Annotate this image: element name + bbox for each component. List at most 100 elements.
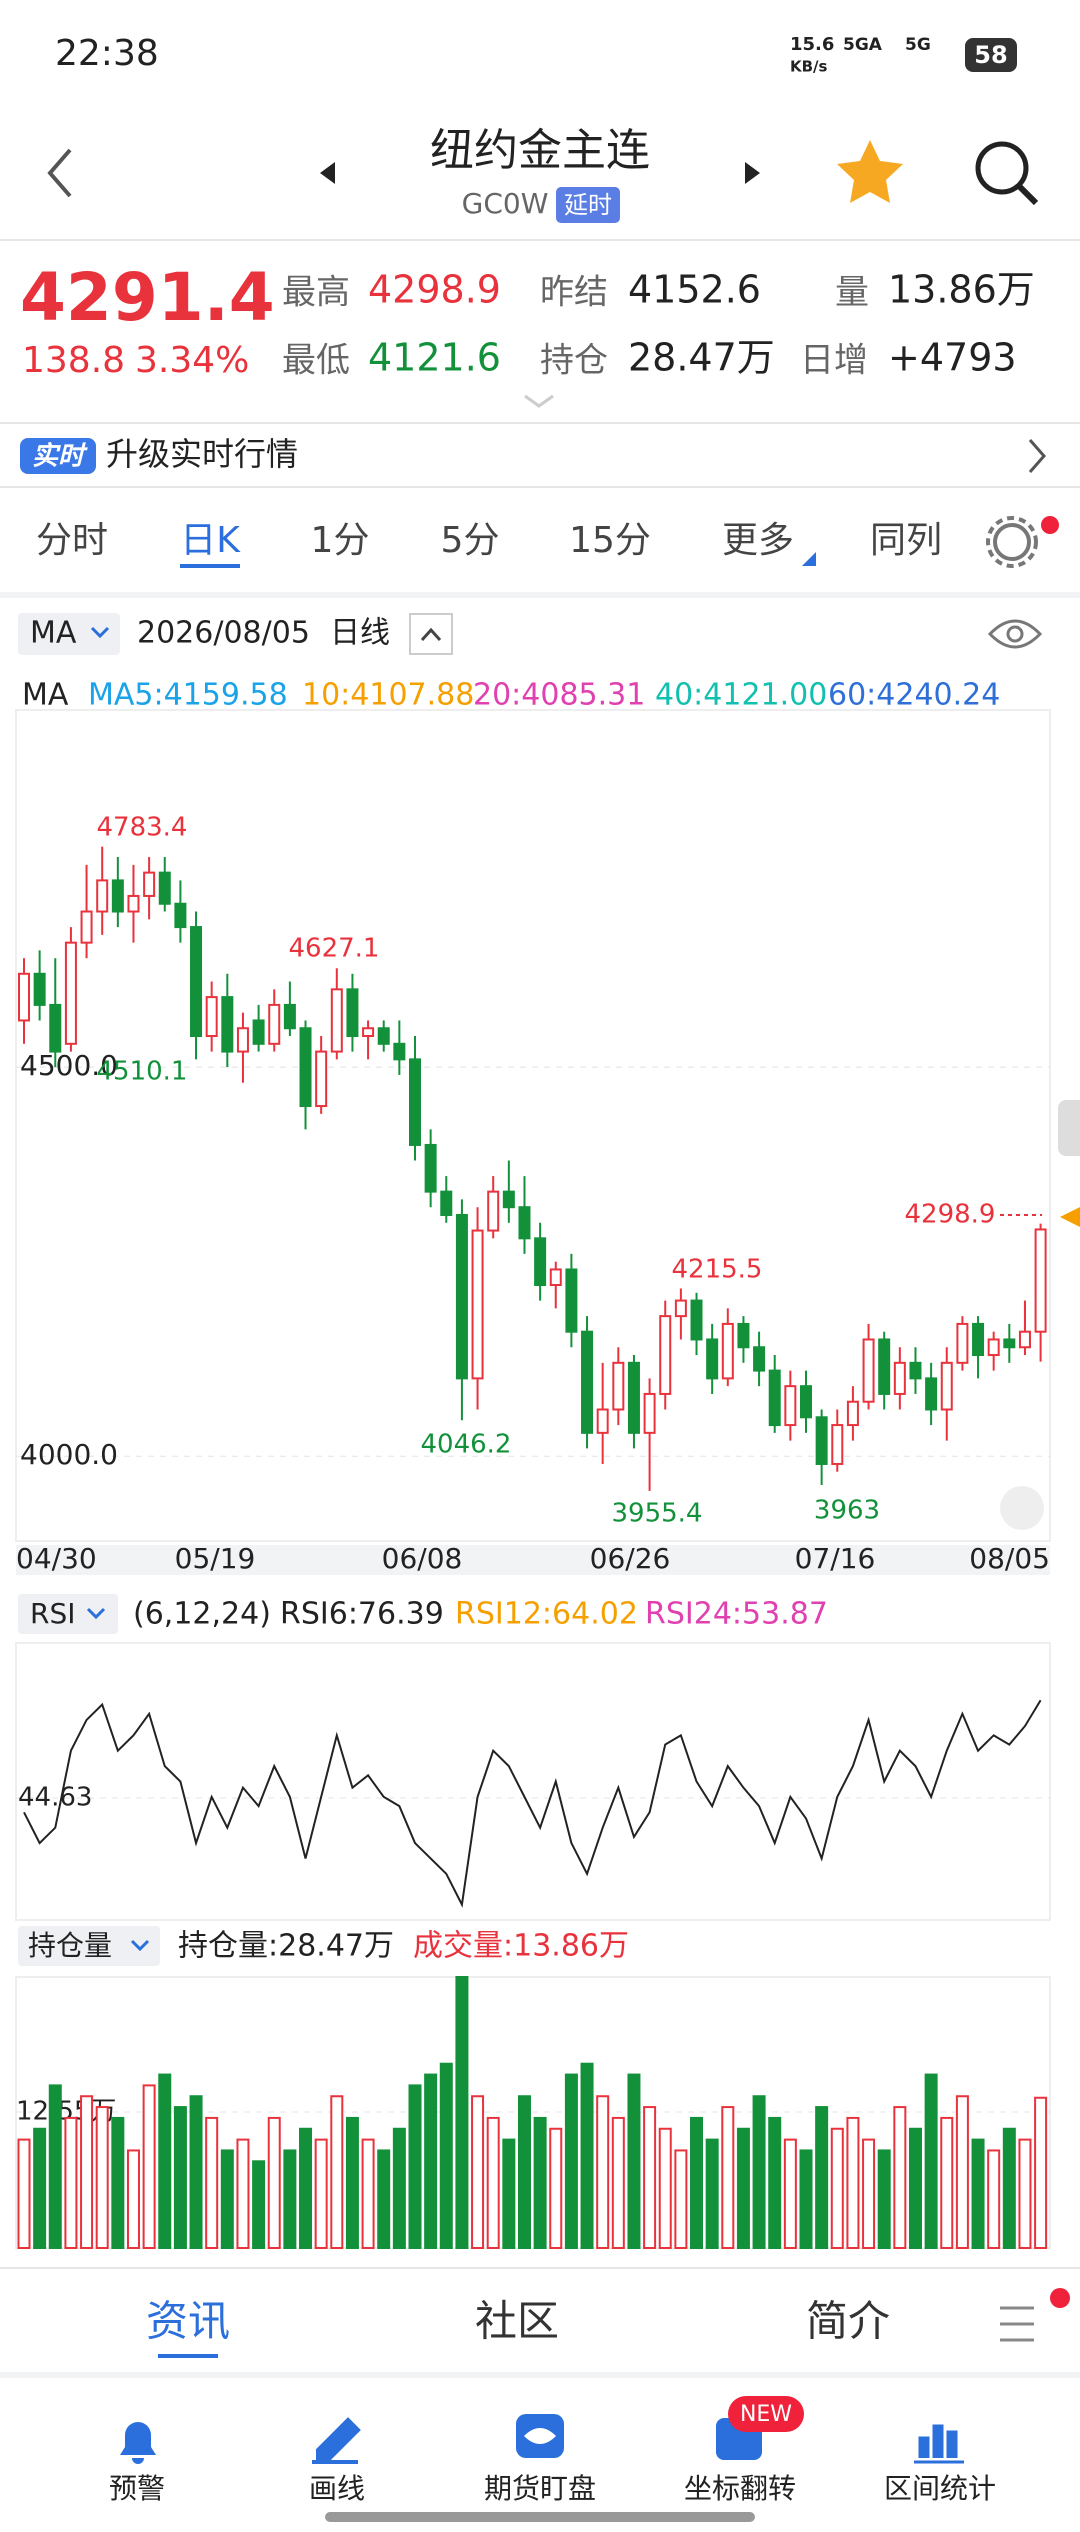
volume-bar bbox=[439, 2062, 453, 2249]
nav-icon[interactable] bbox=[914, 2424, 964, 2464]
candle-body bbox=[768, 1369, 781, 1427]
banner-arrow[interactable] bbox=[1028, 439, 1046, 473]
candle-body bbox=[143, 871, 156, 897]
volume-bar bbox=[643, 2106, 657, 2250]
expand[interactable] bbox=[524, 394, 554, 408]
nav-icon[interactable] bbox=[312, 2417, 361, 2464]
candle-body bbox=[80, 910, 93, 944]
candle-body bbox=[596, 1408, 609, 1434]
bottom-tab[interactable]: 社区 bbox=[475, 2297, 559, 2346]
code: GC0W bbox=[462, 187, 549, 220]
candle-body bbox=[127, 894, 140, 913]
volume-bar bbox=[392, 2127, 406, 2250]
collapse[interactable] bbox=[409, 613, 453, 655]
ma-value: 20:4085.31 bbox=[473, 678, 645, 713]
banner-text[interactable]: 升级实时行情 bbox=[106, 435, 298, 473]
signal: 5G bbox=[905, 35, 931, 55]
candle-body bbox=[440, 1190, 453, 1216]
settings[interactable] bbox=[986, 516, 1038, 568]
stat-value: 4121.6 bbox=[368, 336, 501, 380]
period-tab[interactable]: 5分 bbox=[441, 520, 500, 561]
rsi-line bbox=[23, 1699, 1042, 1908]
y-tick-label: 4500.0 bbox=[20, 1049, 118, 1082]
volume-bar bbox=[893, 2106, 907, 2250]
signal: 5GA bbox=[843, 35, 883, 55]
volume-bar bbox=[1034, 2096, 1048, 2249]
volume-bar bbox=[502, 2138, 516, 2250]
nav-label[interactable]: 预警 bbox=[109, 2472, 165, 2505]
candle-body bbox=[96, 879, 109, 913]
price-marker bbox=[1060, 1207, 1080, 1227]
net-unit: KB/s bbox=[790, 58, 828, 76]
banner-badge-text: 实时 bbox=[32, 442, 88, 472]
rsi-legend: RSI6:76.39 bbox=[280, 1597, 444, 1632]
candle-body bbox=[925, 1377, 938, 1411]
visibility[interactable] bbox=[987, 619, 1043, 649]
period-tab[interactable]: 更多 bbox=[722, 520, 794, 561]
volume-bar bbox=[377, 2149, 391, 2249]
rsi-legend: RSI12:64.02 bbox=[455, 1597, 638, 1632]
volume-bar bbox=[205, 2116, 219, 2249]
price-annotation: 3963 bbox=[814, 1496, 880, 1526]
candle-body bbox=[581, 1330, 594, 1434]
candle-body bbox=[49, 1003, 62, 1053]
dropdown-arrow bbox=[130, 1939, 150, 1952]
search[interactable] bbox=[975, 141, 1039, 206]
candle-body bbox=[784, 1385, 797, 1427]
bottom-tab[interactable]: 资讯 bbox=[146, 2297, 230, 2346]
nav-label[interactable]: 画线 bbox=[309, 2472, 365, 2505]
nav-label[interactable]: 期货盯盘 bbox=[484, 2472, 596, 2505]
candle-body bbox=[393, 1042, 406, 1061]
candle-body bbox=[518, 1206, 531, 1240]
period-tab[interactable]: 日K bbox=[180, 520, 241, 561]
prev-contract[interactable] bbox=[320, 162, 335, 184]
volume-bar bbox=[549, 2127, 563, 2250]
x-tick-label: 05/19 bbox=[175, 1542, 256, 1575]
fullscreen[interactable] bbox=[1000, 1486, 1044, 1530]
x-tick-label: 04/30 bbox=[16, 1542, 97, 1575]
volume-bar bbox=[783, 2138, 797, 2250]
volume-bar bbox=[424, 2073, 438, 2250]
nav-label[interactable]: 坐标翻转 bbox=[684, 2472, 796, 2505]
volume-bar bbox=[940, 2116, 954, 2249]
ma-value: 40:4121.00 bbox=[655, 678, 827, 713]
x-tick-label: 06/08 bbox=[382, 1542, 463, 1575]
volume-bar bbox=[80, 2095, 94, 2249]
indicator-select[interactable] bbox=[18, 613, 120, 655]
period-tab[interactable]: 1分 bbox=[311, 520, 370, 561]
volume-bar bbox=[908, 2127, 922, 2250]
ma-value: 10:4107.88 bbox=[302, 678, 474, 713]
nav-icon[interactable] bbox=[120, 2422, 156, 2464]
volume-bar bbox=[987, 2149, 1001, 2249]
volume-bar bbox=[95, 2106, 109, 2250]
indicator-select[interactable] bbox=[18, 1926, 160, 1966]
bottom-tab[interactable]: 简介 bbox=[806, 2297, 890, 2346]
rsi-label: RSI bbox=[30, 1597, 76, 1630]
rsi-frame bbox=[15, 1642, 1051, 1921]
indicator-select[interactable] bbox=[18, 1594, 118, 1634]
side-handle[interactable] bbox=[1058, 1100, 1080, 1156]
volume-bar bbox=[658, 2127, 672, 2250]
nav-label[interactable]: 区间统计 bbox=[884, 2472, 996, 2505]
x-tick-label: 07/16 bbox=[795, 1542, 876, 1575]
price-annotation: 4298.9 bbox=[905, 1200, 996, 1230]
dropdown-arrow bbox=[86, 1607, 106, 1620]
stat-value: 4298.9 bbox=[368, 268, 501, 312]
volume-frame bbox=[15, 1976, 1051, 2249]
period-tab[interactable]: 15分 bbox=[569, 520, 651, 561]
back-button[interactable] bbox=[47, 148, 72, 198]
gap bbox=[0, 592, 1080, 598]
candle-body bbox=[455, 1213, 468, 1380]
favorite[interactable] bbox=[837, 140, 903, 203]
volume-bar bbox=[220, 2149, 234, 2249]
next-contract[interactable] bbox=[745, 162, 760, 184]
candle-body bbox=[33, 972, 46, 1006]
candle-body bbox=[471, 1229, 484, 1380]
candle-body bbox=[893, 1361, 906, 1395]
period-tab[interactable]: 同列 bbox=[870, 520, 942, 561]
volume-bar bbox=[830, 2127, 844, 2250]
period-tab[interactable]: 分时 bbox=[36, 520, 108, 561]
candle-body bbox=[549, 1268, 562, 1287]
menu[interactable] bbox=[1000, 2306, 1034, 2342]
